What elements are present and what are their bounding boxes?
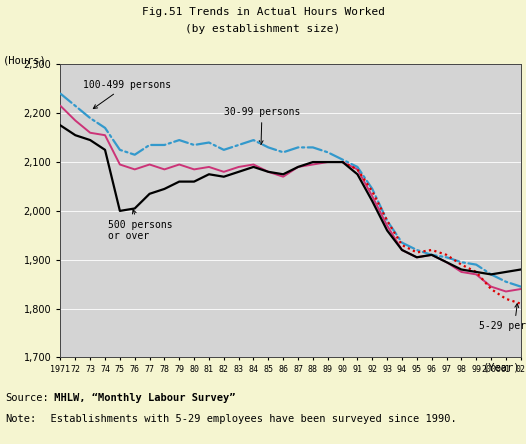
Text: 100-499 persons: 100-499 persons	[83, 80, 171, 108]
Text: Fig.51 Trends in Actual Hours Worked: Fig.51 Trends in Actual Hours Worked	[141, 7, 385, 17]
Text: MHLW, “Monthly Labour Survey”: MHLW, “Monthly Labour Survey”	[48, 393, 236, 403]
Text: Source:: Source:	[5, 393, 49, 403]
Text: 30-99 persons: 30-99 persons	[224, 107, 300, 144]
Text: 5-29 persons: 5-29 persons	[479, 304, 526, 331]
Text: (Hours): (Hours)	[3, 56, 46, 66]
Text: Establishments with 5-29 employees have been surveyed since 1990.: Establishments with 5-29 employees have …	[38, 414, 457, 424]
Text: 500 persons
or over: 500 persons or over	[108, 210, 173, 241]
Text: Note:: Note:	[5, 414, 36, 424]
Text: (by establishment size): (by establishment size)	[185, 24, 341, 35]
Text: (Year): (Year)	[483, 363, 521, 373]
